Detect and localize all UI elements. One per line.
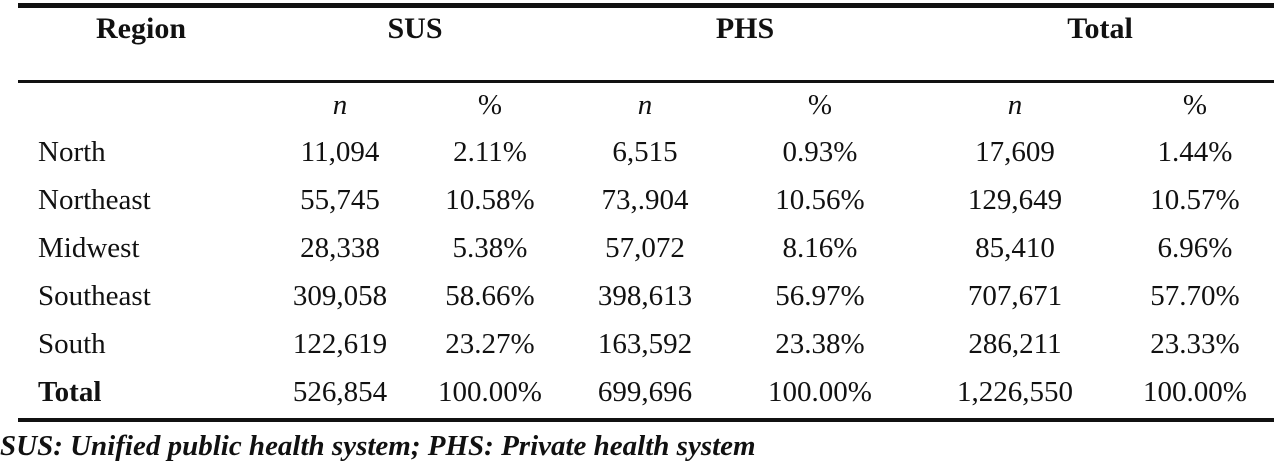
cell-sus-n: 11,094 [300, 136, 380, 168]
cell-total-pct: 1.44% [1157, 136, 1233, 168]
cell-sus-n: 55,745 [300, 184, 380, 216]
table-row: North 11,094 2.11% 6,515 0.93% 17,609 1.… [0, 132, 1280, 172]
cell-sus-pct: 58.66% [445, 280, 535, 312]
cell-phs-pct: 8.16% [782, 232, 858, 264]
row-label: South [38, 328, 106, 360]
header-sus: SUS [387, 12, 443, 45]
subheader-phs-pct: % [807, 89, 833, 121]
cell-sus-n: 309,058 [292, 280, 388, 312]
row-label: Southeast [38, 280, 151, 312]
table-row: Southeast 309,058 58.66% 398,613 56.97% … [0, 276, 1280, 316]
total-phs-pct: 100.00% [768, 376, 872, 408]
table-top-rule [18, 3, 1274, 8]
cell-total-pct: 23.33% [1150, 328, 1240, 360]
cell-sus-pct: 10.58% [445, 184, 535, 216]
cell-total-n: 707,671 [967, 280, 1063, 312]
cell-sus-pct: 23.27% [445, 328, 535, 360]
subheader-phs-n: n [637, 89, 653, 121]
cell-phs-n: 163,592 [597, 328, 693, 360]
cell-total-pct: 10.57% [1150, 184, 1240, 216]
cell-sus-n: 122,619 [292, 328, 388, 360]
table-row: South 122,619 23.27% 163,592 23.38% 286,… [0, 324, 1280, 364]
table-row: Northeast 55,745 10.58% 73,.904 10.56% 1… [0, 180, 1280, 220]
cell-sus-n: 28,338 [300, 232, 380, 264]
table-row: Midwest 28,338 5.38% 57,072 8.16% 85,410… [0, 228, 1280, 268]
row-label: Midwest [38, 232, 140, 264]
total-sus-pct: 100.00% [438, 376, 542, 408]
total-total-pct: 100.00% [1143, 376, 1247, 408]
header-region: Region [96, 12, 186, 45]
table-footnote: SUS: Unified public health system; PHS: … [0, 430, 756, 462]
cell-phs-n: 6,515 [612, 136, 678, 168]
cell-total-n: 17,609 [975, 136, 1055, 168]
subheader-total-n: n [1007, 89, 1023, 121]
total-row: Total 526,854 100.00% 699,696 100.00% 1,… [0, 372, 1280, 412]
cell-sus-pct: 2.11% [453, 136, 527, 168]
row-label: Northeast [38, 184, 151, 216]
subheader-sus-pct: % [477, 89, 503, 121]
table-bottom-rule [18, 418, 1274, 422]
cell-phs-n: 57,072 [605, 232, 685, 264]
cell-phs-n: 398,613 [597, 280, 693, 312]
total-phs-n: 699,696 [597, 376, 693, 408]
total-total-n: 1,226,550 [957, 376, 1073, 408]
cell-sus-pct: 5.38% [452, 232, 528, 264]
cell-total-pct: 6.96% [1157, 232, 1233, 264]
cell-phs-n: 73,.904 [601, 184, 689, 216]
cell-phs-pct: 23.38% [775, 328, 865, 360]
table-header-rule [18, 80, 1274, 83]
subheader-total-pct: % [1182, 89, 1208, 121]
subheader-row: n % n % n % [0, 85, 1280, 125]
cell-total-n: 85,410 [975, 232, 1055, 264]
cell-total-n: 286,211 [968, 328, 1062, 360]
total-row-label: Total [38, 376, 102, 408]
cell-phs-pct: 10.56% [775, 184, 865, 216]
cell-phs-pct: 0.93% [782, 136, 858, 168]
row-label: North [38, 136, 106, 168]
header-phs: PHS [715, 12, 775, 45]
cell-total-n: 129,649 [967, 184, 1063, 216]
subheader-sus-n: n [332, 89, 348, 121]
header-total: Total [1067, 12, 1133, 45]
total-sus-n: 526,854 [292, 376, 388, 408]
cell-total-pct: 57.70% [1150, 280, 1240, 312]
cell-phs-pct: 56.97% [775, 280, 865, 312]
